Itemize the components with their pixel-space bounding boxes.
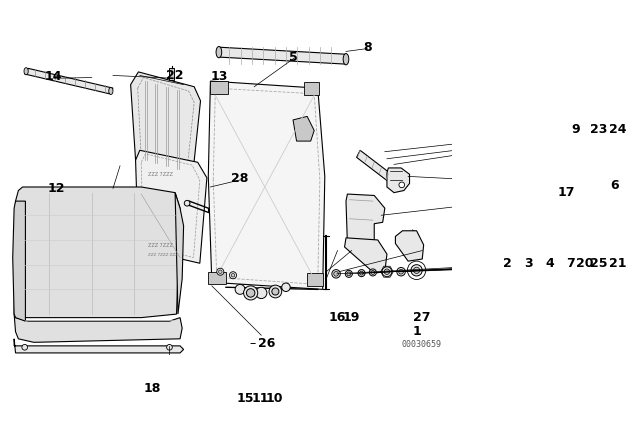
- Circle shape: [235, 284, 245, 294]
- Text: ZZZ 7ZZZ: ZZZ 7ZZZ: [148, 243, 173, 248]
- Circle shape: [184, 200, 190, 206]
- Circle shape: [334, 271, 339, 276]
- Polygon shape: [293, 116, 314, 141]
- Text: 8: 8: [363, 41, 371, 54]
- Polygon shape: [346, 194, 385, 243]
- Circle shape: [397, 267, 405, 276]
- Polygon shape: [303, 82, 319, 95]
- Text: 00030659: 00030659: [401, 340, 442, 349]
- Ellipse shape: [216, 47, 221, 58]
- Circle shape: [411, 265, 422, 276]
- Text: ZZZ 7ZZZ: ZZZ 7ZZZ: [148, 172, 173, 177]
- Ellipse shape: [24, 68, 28, 75]
- Text: 13: 13: [210, 70, 228, 83]
- Circle shape: [217, 268, 224, 275]
- Text: 26: 26: [258, 337, 276, 350]
- Polygon shape: [356, 150, 399, 187]
- Text: 1: 1: [412, 325, 421, 338]
- Circle shape: [244, 286, 258, 300]
- Text: 10: 10: [265, 392, 283, 405]
- Text: ZZZ 7ZZZ ZZZ: ZZZ 7ZZZ ZZZ: [148, 253, 178, 257]
- Polygon shape: [14, 314, 182, 342]
- Circle shape: [246, 289, 255, 297]
- Text: 2: 2: [502, 257, 511, 270]
- Text: 25: 25: [590, 257, 607, 270]
- Circle shape: [382, 267, 392, 277]
- Text: –: –: [250, 337, 256, 350]
- Circle shape: [371, 271, 375, 274]
- Circle shape: [272, 288, 279, 295]
- Circle shape: [399, 182, 404, 188]
- Circle shape: [360, 271, 364, 275]
- Polygon shape: [25, 69, 113, 94]
- Text: 23: 23: [590, 123, 607, 136]
- Circle shape: [282, 283, 290, 292]
- Polygon shape: [219, 47, 346, 64]
- Polygon shape: [131, 72, 200, 174]
- Text: 28: 28: [232, 172, 249, 185]
- Circle shape: [230, 272, 237, 279]
- Polygon shape: [14, 187, 180, 318]
- Circle shape: [369, 269, 376, 276]
- Text: 22: 22: [166, 69, 184, 82]
- Text: 6: 6: [610, 179, 619, 192]
- Circle shape: [345, 270, 353, 277]
- Circle shape: [413, 267, 420, 273]
- Polygon shape: [396, 231, 424, 261]
- Circle shape: [231, 273, 235, 277]
- Text: 17: 17: [557, 186, 575, 199]
- Text: 14: 14: [45, 70, 63, 83]
- Text: 7: 7: [566, 257, 575, 270]
- Polygon shape: [387, 168, 410, 193]
- Text: 19: 19: [343, 311, 360, 324]
- Circle shape: [269, 285, 282, 298]
- Text: 18: 18: [143, 382, 161, 395]
- Text: 12: 12: [48, 182, 65, 195]
- Text: 5: 5: [289, 51, 298, 64]
- Polygon shape: [208, 272, 226, 284]
- Text: 21: 21: [609, 257, 627, 270]
- Polygon shape: [14, 339, 184, 353]
- Polygon shape: [175, 193, 184, 314]
- Polygon shape: [344, 238, 387, 273]
- Circle shape: [384, 269, 390, 275]
- Circle shape: [399, 269, 403, 274]
- Polygon shape: [170, 69, 173, 80]
- Polygon shape: [211, 81, 228, 94]
- Text: 16: 16: [329, 311, 346, 324]
- Polygon shape: [397, 180, 408, 190]
- Text: 9: 9: [571, 123, 580, 136]
- Circle shape: [218, 270, 222, 273]
- Text: 11: 11: [251, 392, 269, 405]
- Text: 3: 3: [524, 257, 532, 270]
- Ellipse shape: [109, 87, 113, 95]
- Text: 20: 20: [576, 257, 593, 270]
- Circle shape: [255, 287, 267, 298]
- Circle shape: [22, 345, 28, 350]
- Circle shape: [347, 272, 351, 276]
- Polygon shape: [136, 150, 207, 263]
- Ellipse shape: [343, 54, 349, 65]
- Text: 24: 24: [609, 123, 627, 136]
- Text: 27: 27: [413, 311, 431, 324]
- Text: 4: 4: [545, 257, 554, 270]
- Circle shape: [166, 345, 172, 350]
- Polygon shape: [208, 81, 325, 289]
- Polygon shape: [13, 201, 26, 321]
- Polygon shape: [307, 273, 323, 286]
- Text: 15: 15: [237, 392, 255, 405]
- Circle shape: [358, 270, 365, 277]
- Circle shape: [332, 270, 340, 278]
